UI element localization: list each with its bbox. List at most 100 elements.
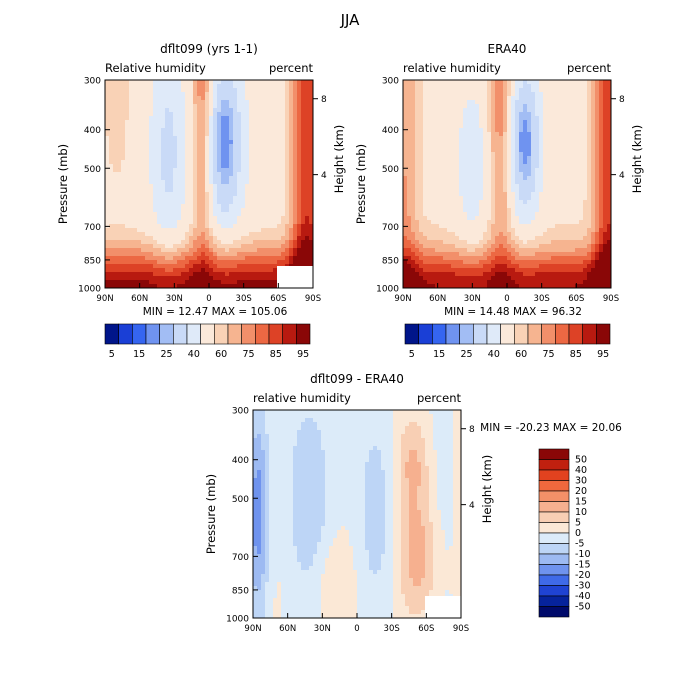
heatmap-cell [193,136,198,141]
heatmap-cell [205,232,210,237]
heatmap-cell [265,188,270,193]
heatmap-cell [241,264,246,269]
heatmap-cell [519,192,524,197]
heatmap-cell [527,136,532,141]
heatmap-cell [475,200,480,205]
heatmap-cell [427,196,432,201]
heatmap-cell [213,120,218,125]
heatmap-cell [439,176,444,181]
heatmap-cell [269,164,274,169]
heatmap-cell [463,272,468,277]
heatmap-cell [487,84,492,89]
heatmap-cell [563,88,568,93]
heatmap-cell [571,132,576,137]
heatmap-cell [309,128,314,133]
heatmap-cell [523,92,528,97]
heatmap-cell [249,204,254,209]
heatmap-cell [221,88,226,93]
heatmap-cell [117,272,122,277]
heatmap-cell [471,284,476,289]
heatmap-cell [427,256,432,261]
heatmap-cell [511,88,516,93]
heatmap-cell [511,128,516,133]
heatmap-cell [137,132,142,137]
heatmap-cell [257,240,262,245]
heatmap-cell [145,100,150,105]
heatmap-cell [109,188,114,193]
heatmap-cell [443,260,448,265]
heatmap-cell [273,96,278,101]
heatmap-cell [519,132,524,137]
heatmap-cell [447,252,452,257]
heatmap-cell [543,108,548,113]
heatmap-cell [435,184,440,189]
heatmap-cell [309,220,314,225]
heatmap-cell [301,216,306,221]
heatmap-cell [297,176,302,181]
heatmap-cell [121,252,126,257]
heatmap-cell [459,96,464,101]
heatmap-cell [523,232,528,237]
heatmap-cell [241,268,246,273]
heatmap-cell [281,176,286,181]
heatmap-cell [213,148,218,153]
heatmap-cell [209,284,214,289]
heatmap-cell [555,184,560,189]
heatmap-cell [535,284,540,289]
heatmap-cell [519,228,524,233]
heatmap-cell [241,272,246,277]
heatmap-cell [209,84,214,89]
heatmap-cell [205,184,210,189]
heatmap-cell [113,128,118,133]
heatmap-cell [463,260,468,265]
heatmap-cell [113,112,118,117]
heatmap-cell [487,124,492,129]
heatmap-cell [451,192,456,197]
heatmap-cell [137,96,142,101]
heatmap-cell [121,228,126,233]
heatmap-cell [273,164,278,169]
heatmap-cell [133,216,138,221]
heatmap-cell [277,212,282,217]
heatmap-cell [265,80,270,85]
heatmap-cell [571,180,576,185]
heatmap-cell [519,200,524,205]
heatmap-cell [225,216,230,221]
heatmap-cell [221,256,226,261]
heatmap-cell [301,240,306,245]
heatmap-cell [245,208,250,213]
heatmap-cell [423,104,428,109]
heatmap-cell [499,100,504,105]
heatmap-cell [539,104,544,109]
heatmap-cell [277,160,282,165]
heatmap-cell [431,144,436,149]
heatmap-cell [411,236,416,241]
heatmap-cell [487,96,492,101]
heatmap-cell [117,236,122,241]
heatmap-cell [109,264,114,269]
heatmap-cell [439,96,444,101]
heatmap-cell [463,188,468,193]
heatmap-cell [249,136,254,141]
heatmap-cell [117,284,122,289]
heatmap-cell [113,96,118,101]
heatmap-cell [463,164,468,169]
heatmap-cell [245,176,250,181]
heatmap-cell [523,124,528,129]
heatmap-cell [189,176,194,181]
heatmap-cell [217,148,222,153]
heatmap-cell [499,96,504,101]
heatmap-cell [225,184,230,189]
heatmap-cell [455,132,460,137]
heatmap-cell [221,228,226,233]
heatmap-cell [149,248,154,253]
heatmap-cell [547,108,552,113]
heatmap-cell [185,264,190,269]
heatmap-cell [467,232,472,237]
heatmap-cell [145,228,150,233]
heatmap-cell [475,184,480,189]
heatmap-cell [515,208,520,213]
heatmap-cell [289,252,294,257]
heatmap-cell [301,120,306,125]
heatmap-cell [527,104,532,109]
